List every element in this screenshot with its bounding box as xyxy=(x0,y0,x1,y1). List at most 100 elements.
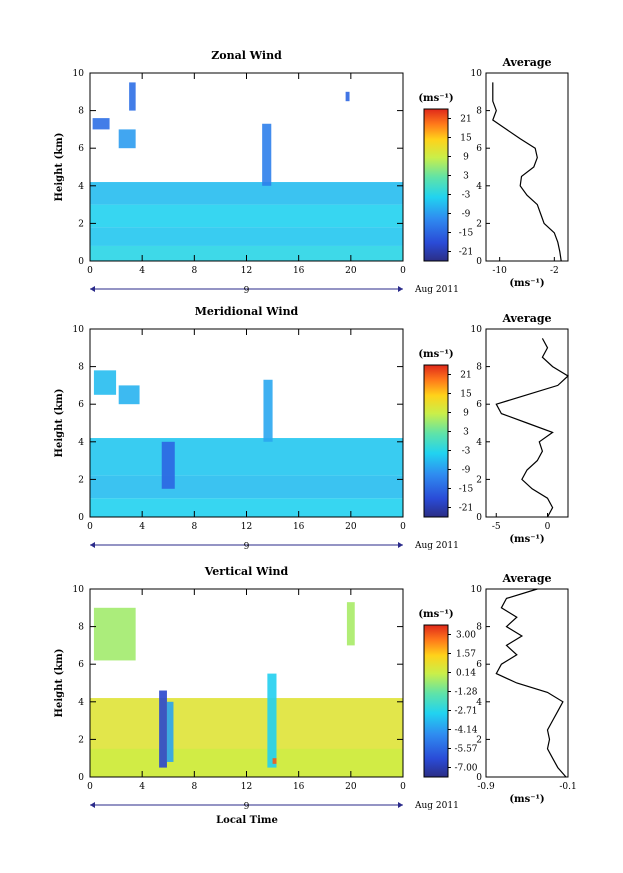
y-axis-label: Height (km) xyxy=(54,389,65,458)
heatmap-cell xyxy=(267,673,277,768)
heatmap-cell xyxy=(263,379,273,442)
x-tick-label: 4 xyxy=(139,782,145,792)
average-y-tick-label: 6 xyxy=(476,400,482,410)
colorbar-unit: (ms⁻¹) xyxy=(418,349,453,360)
average-y-tick-label: 0 xyxy=(476,513,482,523)
average-y-tick-label: 2 xyxy=(476,735,482,745)
heatmap-cell xyxy=(161,441,175,489)
heatmap-cell xyxy=(118,129,136,149)
day-label: 9 xyxy=(244,802,250,812)
heatmap-cell xyxy=(262,123,272,186)
x-tick-label: 8 xyxy=(191,782,197,792)
y-tick-label: 6 xyxy=(78,660,84,670)
average-x-tick-label: -10 xyxy=(492,266,507,276)
average-x-tick-label: -0.9 xyxy=(477,782,495,792)
x-tick-label: 16 xyxy=(293,782,305,792)
average-y-tick-label: 8 xyxy=(476,363,482,373)
colorbar-tick-label: -3 xyxy=(462,447,471,457)
y-tick-label: 4 xyxy=(78,182,84,192)
average-y-tick-label: 10 xyxy=(471,69,483,79)
average-x-tick-label: -5 xyxy=(492,522,501,532)
colorbar xyxy=(423,108,449,262)
x-tick-label: 8 xyxy=(191,266,197,276)
panel-title: Meridional Wind xyxy=(195,305,299,318)
y-tick-label: 2 xyxy=(78,475,84,485)
average-frame xyxy=(485,72,569,262)
heatmap-cell xyxy=(345,91,350,102)
y-tick-label: 2 xyxy=(78,735,84,745)
date-arrow-left xyxy=(90,542,95,548)
heatmap-cell xyxy=(93,370,117,395)
x-tick-label: 12 xyxy=(241,782,252,792)
date-arrow-right xyxy=(398,286,403,292)
heatmap-cell xyxy=(90,438,403,476)
colorbar-unit: (ms⁻¹) xyxy=(418,93,453,104)
colorbar-tick-label: 0.14 xyxy=(456,669,476,679)
heatmap-cell xyxy=(90,245,403,261)
x-tick-label: 8 xyxy=(191,522,197,532)
x-tick-label: 4 xyxy=(139,266,145,276)
average-y-tick-label: 2 xyxy=(476,475,482,485)
colorbar-tick-label: -21 xyxy=(459,504,474,514)
y-tick-label: 10 xyxy=(73,69,85,79)
average-x-tick-label: 0 xyxy=(545,522,551,532)
average-title: Average xyxy=(501,572,551,585)
colorbar xyxy=(423,624,449,778)
heatmap-cell xyxy=(166,701,174,762)
date-label: Aug 2011 xyxy=(414,541,459,551)
heatmap-cell xyxy=(90,182,403,205)
heatmap-cell xyxy=(90,204,403,228)
average-frame xyxy=(485,588,569,778)
colorbar-tick-label: 3 xyxy=(463,172,469,182)
x-axis-label: Local Time xyxy=(216,815,278,826)
y-tick-label: 0 xyxy=(78,257,84,267)
y-tick-label: 8 xyxy=(78,107,84,117)
average-y-tick-label: 6 xyxy=(476,144,482,154)
colorbar-tick-label: 1.57 xyxy=(456,650,476,660)
x-tick-label: 20 xyxy=(345,266,357,276)
y-tick-label: 0 xyxy=(78,773,84,783)
colorbar-tick-label: -1.28 xyxy=(454,688,477,698)
average-y-tick-label: 0 xyxy=(476,773,482,783)
heatmap-cell xyxy=(118,385,140,405)
date-label: Aug 2011 xyxy=(414,285,459,295)
day-label: 9 xyxy=(244,542,250,552)
colorbar-tick-label: 21 xyxy=(460,371,471,381)
average-profile-line xyxy=(492,82,562,262)
y-tick-label: 10 xyxy=(73,585,85,595)
colorbar-tick-label: -15 xyxy=(459,485,474,495)
x-tick-label: 0 xyxy=(400,522,406,532)
x-tick-label: 16 xyxy=(293,522,305,532)
heatmap-cell xyxy=(93,607,136,661)
y-tick-label: 0 xyxy=(78,513,84,523)
x-tick-label: 0 xyxy=(87,266,93,276)
average-x-tick-label: -0.1 xyxy=(559,782,576,792)
heatmap-cell xyxy=(159,690,167,768)
average-y-tick-label: 4 xyxy=(476,698,482,708)
y-tick-label: 8 xyxy=(78,363,84,373)
colorbar-unit: (ms⁻¹) xyxy=(418,609,453,620)
y-tick-label: 6 xyxy=(78,400,84,410)
average-y-tick-label: 6 xyxy=(476,660,482,670)
colorbar-tick-label: -4.14 xyxy=(454,726,477,736)
average-title: Average xyxy=(501,56,551,69)
heatmap-cell xyxy=(346,602,355,646)
average-x-tick-label: -2 xyxy=(550,266,559,276)
x-tick-label: 0 xyxy=(87,782,93,792)
average-y-tick-label: 8 xyxy=(476,107,482,117)
panel-title: Zonal Wind xyxy=(211,49,282,62)
average-y-tick-label: 10 xyxy=(471,585,483,595)
x-tick-label: 12 xyxy=(241,522,252,532)
colorbar-tick-label: -3 xyxy=(462,191,471,201)
colorbar-tick-label: -5.57 xyxy=(454,745,477,755)
heatmap-cell xyxy=(129,82,136,111)
heatmap-cell xyxy=(90,498,403,517)
average-y-tick-label: 0 xyxy=(476,257,482,267)
average-y-tick-label: 2 xyxy=(476,219,482,229)
colorbar-tick-label: -7.00 xyxy=(454,764,477,774)
panel-title: Vertical Wind xyxy=(204,565,289,578)
colorbar-tick-label: 9 xyxy=(463,153,469,163)
date-arrow-left xyxy=(90,802,95,808)
